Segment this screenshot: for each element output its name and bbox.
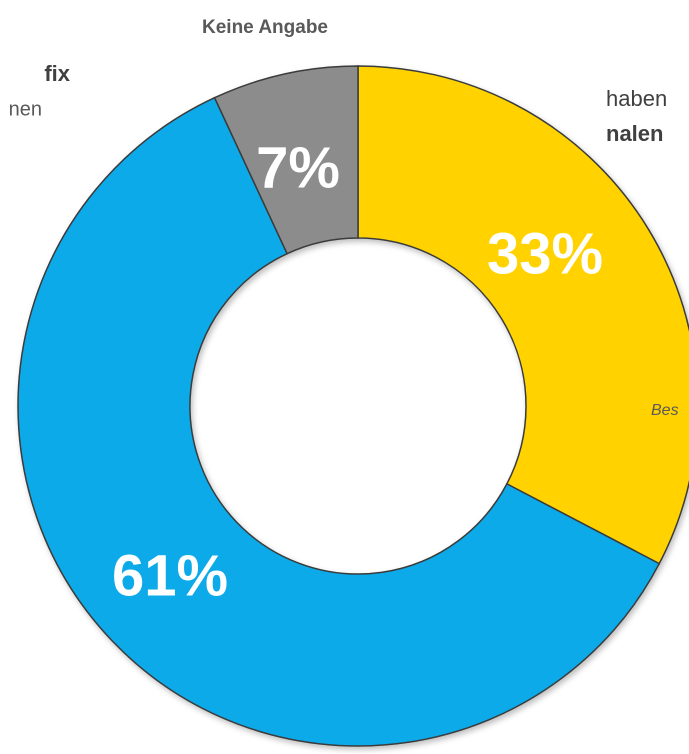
annotation: Bes	[651, 402, 679, 419]
value-label: 61%	[112, 543, 228, 608]
annotation: haben	[606, 86, 667, 111]
annotation: fix	[44, 61, 70, 86]
annotation: nen	[9, 98, 42, 120]
value-label: 7%	[256, 135, 340, 200]
category-label: Keine Angabe	[202, 17, 328, 38]
value-label: 33%	[487, 221, 603, 286]
slice	[17, 96, 661, 747]
slice	[213, 65, 359, 255]
slice	[357, 65, 689, 565]
donut	[17, 65, 689, 747]
annotation: nalen	[606, 121, 663, 146]
